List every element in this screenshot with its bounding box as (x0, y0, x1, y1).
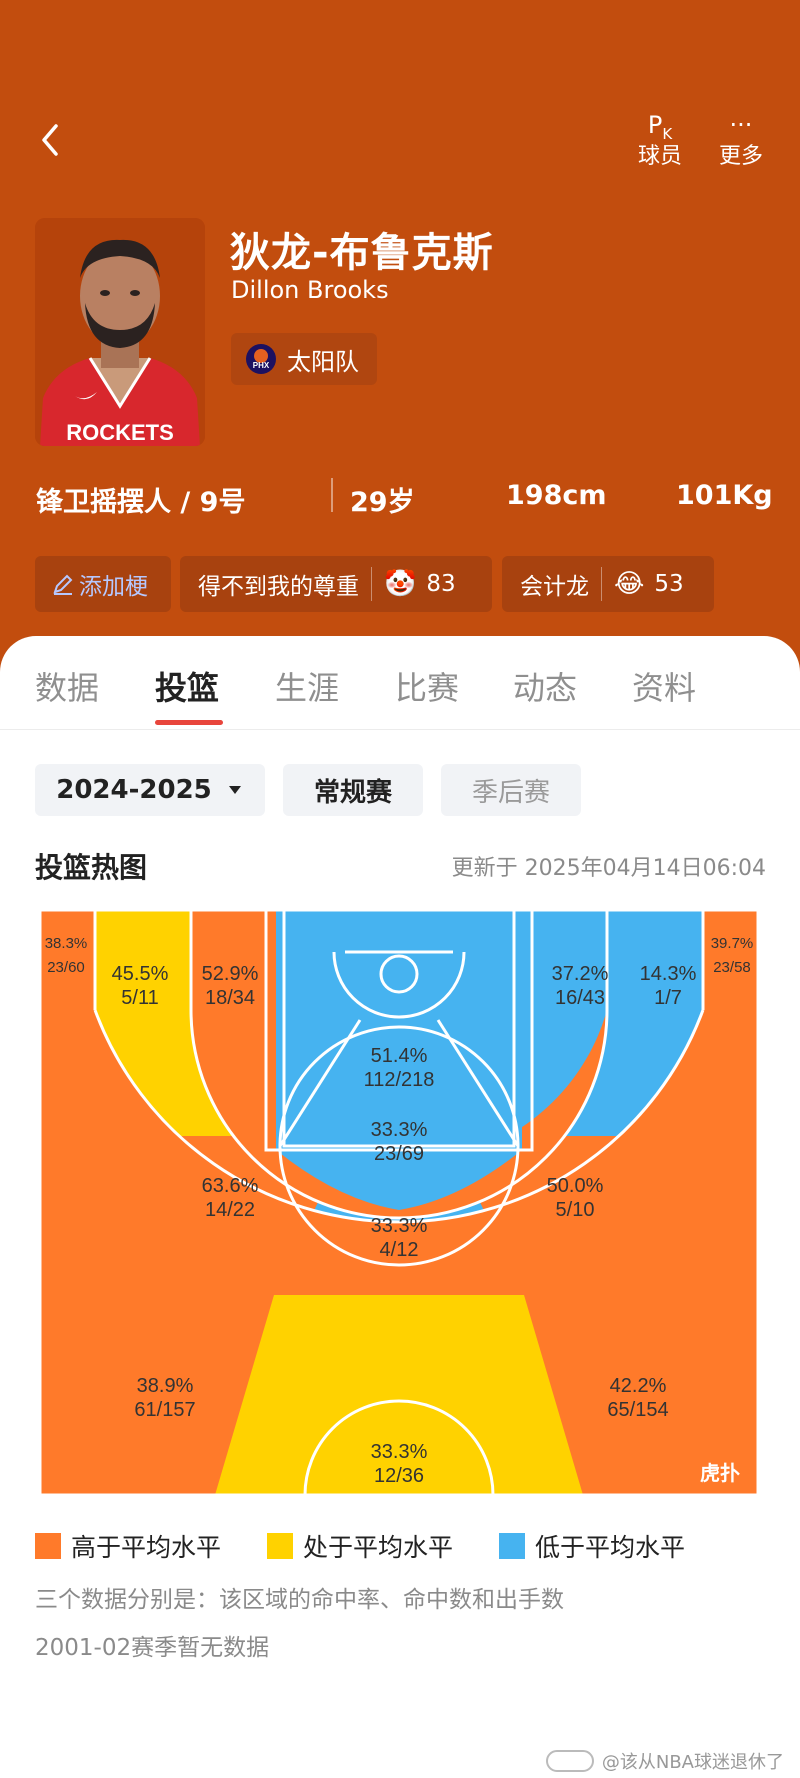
zone-pct: 33.3% (371, 1119, 428, 1141)
zone-pct: 38.9% (137, 1375, 194, 1397)
regular-season-button[interactable]: 常规赛 (283, 764, 423, 816)
clown-emoji-icon: 🤡 (384, 569, 417, 599)
suns-logo-icon: PHX (246, 344, 276, 374)
tab-divider (0, 729, 800, 730)
zone-made-att: 112/218 (364, 1069, 435, 1091)
player-position: 锋卫摇摆人 / 9号 (36, 487, 246, 518)
player-name-en: Dillon Brooks (231, 276, 389, 304)
more-label: 更多 (718, 144, 763, 169)
more-icon: ··· (729, 111, 753, 139)
player-age: 29岁 (350, 487, 415, 518)
player-avatar: ROCKETS (35, 218, 205, 446)
team-name: 太阳队 (287, 347, 359, 376)
heatmap-title: 投篮热图 (35, 851, 148, 884)
legend-item-below: 低于平均水平 (499, 1528, 685, 1564)
add-tag-label: 添加梗 (79, 574, 148, 600)
zone-pct: 50.0% (547, 1175, 604, 1197)
zone-top-key-three (215, 1295, 583, 1495)
zone-pct: 51.4% (371, 1045, 428, 1067)
playoffs-button[interactable]: 季后赛 (441, 764, 581, 816)
player-header: PK 球员 ··· 更多 ROCKETS 狄龙- (0, 0, 800, 700)
pk-player-button[interactable]: PK 球员 (625, 108, 695, 172)
zone-pct: 39.7% (711, 935, 754, 952)
pencil-icon (53, 574, 73, 595)
zone-pct: 33.3% (371, 1215, 428, 1237)
season-select[interactable]: 2024-2025 (35, 764, 265, 816)
laughing-emoji-icon: 😂 (614, 569, 645, 599)
zone-paint (276, 910, 522, 1150)
caret-down-icon (228, 786, 241, 794)
zone-made-att: 5/11 (121, 987, 158, 1009)
zone-made-att: 4/12 (380, 1239, 419, 1261)
player-name-cn: 狄龙-布鲁克斯 (230, 230, 494, 276)
hupu-logo: 虎扑 (700, 1461, 740, 1485)
update-time: 更新于 2025年04月14日06:04 (451, 856, 766, 881)
pk-icon: PK (647, 111, 673, 143)
zone-made-att: 14/22 (205, 1199, 255, 1221)
zone-made-att: 12/36 (374, 1465, 424, 1487)
weibo-badge-icon (545, 1750, 594, 1772)
zone-pct: 33.3% (371, 1441, 428, 1463)
zone-made-att: 65/154 (607, 1399, 668, 1421)
team-logo-text: PHX (253, 361, 270, 370)
more-button[interactable]: ··· 更多 (706, 108, 776, 172)
zone-labels: 38.3% 23/60 45.5% 5/11 52.9% 18/34 51.4%… (45, 935, 754, 1487)
zone-pct: 52.9% (202, 963, 259, 985)
team-chip[interactable]: PHX 太阳队 (231, 333, 377, 385)
zone-pct: 14.3% (640, 963, 697, 985)
add-tag-button[interactable]: 添加梗 (35, 556, 171, 612)
pk-player-label: 球员 (637, 144, 682, 169)
zone-made-att: 5/10 (556, 1199, 595, 1221)
tag-count: 83 (426, 571, 456, 597)
zone-made-att: 61/157 (134, 1399, 195, 1421)
tab-stats[interactable]: 数据 (35, 669, 100, 707)
tag-item[interactable]: 会计龙 😂 53 (502, 556, 714, 612)
tab-profile[interactable]: 资料 (632, 669, 697, 707)
zone-made-att: 16/43 (555, 987, 605, 1009)
player-height: 198cm (506, 480, 607, 511)
heatmap-legend: 高于平均水平 处于平均水平 低于平均水平 (35, 1530, 731, 1562)
tag-count: 53 (654, 571, 684, 597)
back-arrow-icon[interactable] (36, 118, 64, 162)
zone-pct: 45.5% (112, 963, 169, 985)
legend-item-avg: 处于平均水平 (267, 1528, 453, 1564)
explain-note: 三个数据分别是：该区域的命中率、命中数和出手数 (35, 1587, 564, 1613)
zone-made-att: 23/69 (374, 1143, 424, 1165)
tag-text: 会计龙 (520, 574, 589, 600)
zone-made-att: 1/7 (654, 987, 682, 1009)
tab-games[interactable]: 比赛 (395, 669, 460, 707)
zone-made-att: 18/34 (205, 987, 255, 1009)
zone-made-att: 23/58 (713, 959, 751, 976)
jersey-text: ROCKETS (66, 420, 174, 445)
tag-item[interactable]: 得不到我的尊重 🤡 83 (180, 556, 492, 612)
zone-pct: 38.3% (45, 935, 88, 952)
tab-career[interactable]: 生涯 (275, 669, 340, 707)
legend-item-above: 高于平均水平 (35, 1528, 221, 1564)
watermark: @该从NBA球迷退休了 (545, 1748, 784, 1774)
tag-text: 得不到我的尊重 (198, 574, 359, 600)
active-tab-indicator (155, 720, 223, 725)
no-data-note: 2001-02赛季暂无数据 (35, 1635, 270, 1661)
player-stats-row: 锋卫摇摆人 / 9号 29岁 198cm 101Kg (36, 474, 773, 518)
tab-feed[interactable]: 动态 (513, 669, 578, 707)
zone-pct: 42.2% (610, 1375, 667, 1397)
zone-pct: 37.2% (552, 963, 609, 985)
zone-made-att: 23/60 (47, 959, 85, 976)
player-weight: 101Kg (676, 480, 773, 511)
zone-pct: 63.6% (202, 1175, 259, 1197)
season-value: 2024-2025 (56, 775, 212, 805)
shot-heatmap: 38.3% 23/60 45.5% 5/11 52.9% 18/34 51.4%… (40, 910, 758, 1495)
tab-shooting[interactable]: 投篮 (155, 669, 220, 707)
stats-divider (331, 478, 333, 512)
